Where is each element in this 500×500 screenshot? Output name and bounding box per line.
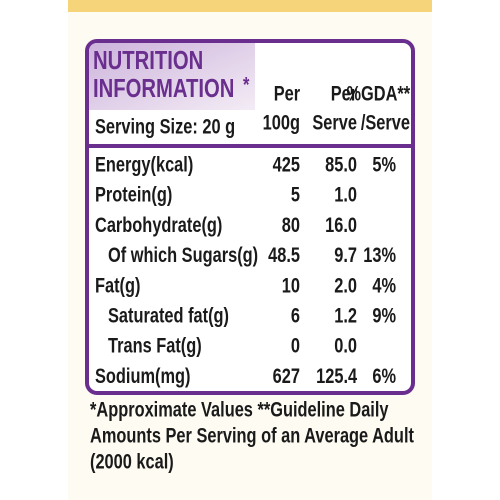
nutrient-value: 16.0 — [325, 213, 357, 236]
column-header: /Serve — [361, 111, 410, 134]
nutrient-value: 13% — [363, 243, 396, 266]
nutrient-value: 10 — [282, 273, 300, 296]
nutrient-name: Of which Sugars(g) — [108, 243, 258, 266]
nutrient-value: 6% — [372, 364, 396, 387]
nutrient-name: Saturated fat(g) — [108, 304, 229, 327]
nutrient-value: 2.0 — [334, 273, 357, 296]
top-strip — [68, 0, 432, 12]
panel — [85, 39, 415, 395]
nutrient-value: 0.0 — [334, 334, 357, 357]
nutrient-name: Fat(g) — [95, 273, 140, 296]
nutrient-value: 1.0 — [334, 183, 357, 206]
nutrient-name: Carbohydrate(g) — [95, 213, 222, 236]
nutrient-value: 4% — [372, 273, 396, 296]
nutrient-value: 5 — [291, 183, 300, 206]
nutrient-value: 80 — [282, 213, 300, 236]
nutrient-value: 85.0 — [325, 153, 357, 176]
footnote: (2000 kcal) — [90, 450, 174, 473]
nutrient-value: 6 — [291, 304, 300, 327]
nutrient-value: 48.5 — [268, 243, 300, 266]
nutrient-name: Sodium(mg) — [95, 364, 191, 387]
title-mark: * — [243, 73, 250, 96]
nutrient-value: 9% — [372, 304, 396, 327]
column-header: Per — [274, 82, 301, 105]
header-shade — [89, 43, 255, 110]
footnote: *Approximate Values **Guideline Daily — [90, 398, 389, 421]
nutrient-value: 1.2 — [334, 304, 357, 327]
nutrient-value: 9.7 — [334, 243, 357, 266]
nutrient-value: 425 — [273, 153, 300, 176]
nutrient-value: 0 — [291, 334, 300, 357]
nutrient-name: Energy(kcal) — [95, 153, 193, 176]
nutrient-value: 5% — [372, 153, 396, 176]
column-header: %GDA** — [346, 82, 410, 105]
footnote: Amounts Per Serving of an Average Adult — [90, 424, 415, 447]
title: INFORMATION — [93, 73, 234, 102]
nutrient-value: 125.4 — [316, 364, 357, 387]
title: NUTRITION — [93, 45, 203, 74]
column-header: 100g — [263, 111, 300, 134]
nutrient-name: Protein(g) — [95, 183, 172, 206]
column-header: Serve — [312, 111, 357, 134]
nutrient-name: Trans Fat(g) — [108, 334, 202, 357]
column-header: Per — [331, 82, 358, 105]
nutrient-value: 627 — [273, 364, 300, 387]
serving-size: Serving Size: 20 g — [95, 115, 235, 138]
